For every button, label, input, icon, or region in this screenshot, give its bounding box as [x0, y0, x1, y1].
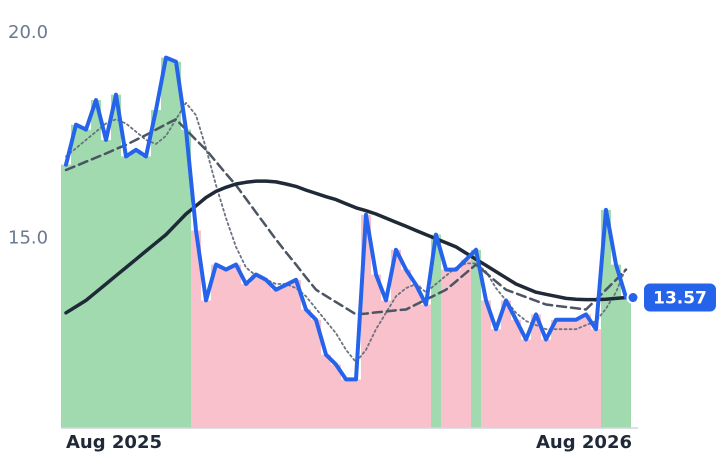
regime-bar	[361, 214, 371, 428]
regime-bar	[351, 379, 361, 428]
moving-average-line	[64, 179, 628, 315]
regime-bar	[131, 149, 141, 429]
regime-bar	[551, 319, 561, 428]
regime-bar	[331, 364, 341, 428]
regime-bar	[571, 319, 581, 428]
y-tick-label: 20.0	[8, 22, 48, 43]
regime-bar	[311, 319, 321, 428]
regime-bar	[391, 249, 401, 428]
regime-bar	[81, 129, 91, 428]
regime-bar	[321, 354, 331, 428]
x-tick-label: Aug 2025	[66, 432, 162, 453]
regime-bar	[91, 100, 101, 428]
regime-bar	[411, 284, 421, 428]
regime-bar	[201, 300, 211, 428]
regime-bar	[71, 124, 81, 428]
regime-bar	[401, 269, 411, 428]
regime-bar	[231, 264, 241, 428]
regime-bar	[171, 61, 181, 428]
last-value-pill	[644, 283, 716, 312]
regime-bar	[291, 279, 301, 428]
regime-bar	[461, 259, 471, 428]
regime-bar	[191, 230, 201, 428]
regime-bar	[341, 379, 351, 428]
last-point	[626, 291, 640, 305]
regime-bar	[481, 300, 491, 428]
regime-bar	[591, 329, 601, 428]
regime-bar	[221, 269, 231, 428]
regime-bar	[501, 300, 511, 428]
regime-bar	[301, 309, 311, 428]
y-tick-label: 15.0	[8, 228, 48, 249]
regime-bar	[531, 314, 541, 428]
regime-bar	[161, 57, 171, 428]
regime-bar	[451, 269, 461, 428]
moving-average-line	[64, 118, 628, 316]
regime-bar	[421, 304, 431, 428]
regime-bar	[211, 264, 221, 428]
regime-bar	[561, 319, 571, 428]
regime-bar	[281, 284, 291, 428]
regime-bar	[111, 94, 121, 429]
regime-bar	[521, 339, 531, 428]
regime-bar	[491, 329, 501, 428]
regime-bar	[541, 339, 551, 428]
price-line	[64, 55, 628, 382]
regime-bar	[371, 274, 381, 428]
regime-bar	[511, 319, 521, 428]
last-value-label: 13.57	[653, 289, 707, 309]
regime-bar	[261, 279, 271, 428]
regime-bar	[151, 109, 161, 428]
regime-bar	[381, 300, 391, 428]
regime-bar	[601, 209, 611, 428]
regime-bar	[471, 249, 481, 428]
regime-bar	[431, 234, 441, 428]
regime-bar	[141, 156, 151, 428]
regime-bar	[61, 164, 71, 428]
regime-bar	[621, 297, 631, 428]
regime-bar	[181, 129, 191, 428]
regime-bar	[441, 269, 451, 428]
regime-bar	[581, 314, 591, 428]
regime-bar	[611, 264, 621, 428]
regime-bar	[251, 274, 261, 428]
regime-bar	[121, 156, 131, 428]
x-tick-label: Aug 2026	[536, 432, 632, 453]
regime-bar	[241, 283, 251, 428]
regime-bar	[271, 289, 281, 428]
